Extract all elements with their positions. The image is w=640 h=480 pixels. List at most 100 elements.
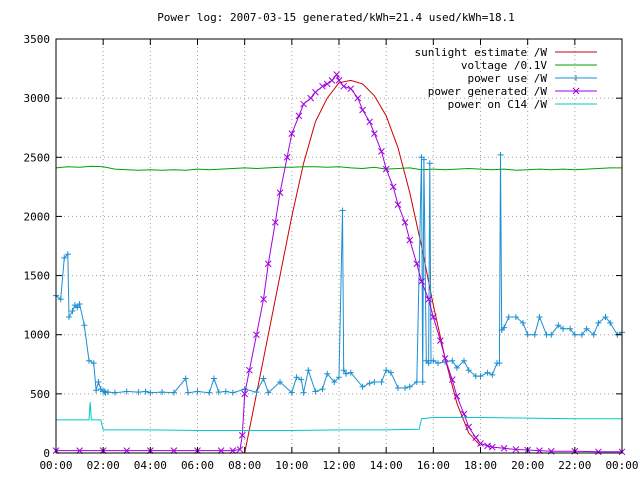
data-point — [74, 304, 81, 311]
series-1 — [55, 165, 622, 171]
data-point — [426, 160, 433, 167]
y-tick-label: 2000 — [24, 210, 51, 223]
x-tick-label: 00:00 — [605, 459, 638, 472]
data-point — [382, 165, 390, 173]
x-tick-label: 10:00 — [275, 459, 308, 472]
data-point — [57, 296, 64, 303]
data-point — [497, 151, 504, 158]
x-tick-label: 06:00 — [181, 459, 214, 472]
data-point — [560, 325, 567, 332]
data-point — [76, 300, 83, 307]
data-point — [602, 313, 609, 320]
data-point — [496, 360, 503, 367]
data-point — [339, 207, 346, 214]
data-point — [101, 388, 108, 395]
data-point — [366, 118, 374, 126]
data-point — [437, 337, 444, 344]
y-tick-label: 1500 — [24, 270, 51, 283]
data-point — [324, 370, 331, 377]
data-point — [460, 410, 468, 418]
y-tick-label: 2500 — [24, 151, 51, 164]
legend-label: voltage /0.1V — [461, 59, 547, 72]
data-point — [519, 319, 526, 326]
data-point — [300, 389, 307, 396]
data-point — [293, 374, 300, 381]
series-line — [56, 402, 622, 431]
data-point — [260, 375, 267, 382]
data-point — [387, 369, 394, 376]
data-point — [123, 388, 130, 395]
data-point — [265, 389, 272, 396]
data-point — [222, 388, 229, 395]
data-point — [571, 331, 578, 338]
data-point — [323, 80, 331, 88]
data-point — [300, 100, 307, 108]
data-point — [331, 379, 338, 386]
y-tick-label: 500 — [30, 388, 50, 401]
data-point — [229, 389, 236, 396]
x-tick-label: 00:00 — [39, 459, 72, 472]
series-line — [244, 79, 481, 454]
data-point — [359, 383, 366, 390]
data-point — [583, 325, 590, 332]
data-point — [590, 331, 597, 338]
data-point — [288, 130, 296, 137]
x-tick-label: 04:00 — [134, 459, 167, 472]
data-point — [206, 389, 213, 396]
data-point — [425, 295, 432, 303]
data-point — [512, 313, 519, 320]
data-point — [307, 94, 315, 102]
data-point — [295, 112, 303, 120]
data-point — [505, 313, 512, 320]
data-point — [142, 388, 149, 395]
data-point — [453, 364, 460, 371]
data-point — [430, 357, 437, 364]
data-point — [406, 383, 413, 390]
data-point — [336, 374, 342, 381]
data-point — [347, 369, 354, 376]
data-point — [548, 331, 555, 338]
series-2 — [53, 151, 625, 396]
data-point — [500, 444, 508, 452]
data-point — [555, 322, 562, 329]
data-point — [347, 85, 355, 93]
data-point — [298, 376, 305, 383]
y-tick-label: 1000 — [24, 329, 51, 342]
data-point — [501, 324, 508, 331]
data-point — [477, 440, 484, 447]
data-point — [61, 254, 68, 261]
x-tick-label: 12:00 — [322, 459, 355, 472]
data-point — [389, 183, 397, 191]
y-tick-label: 0 — [43, 447, 50, 460]
data-point — [305, 367, 312, 374]
data-point — [69, 308, 76, 315]
series-4 — [56, 402, 622, 431]
data-point — [383, 367, 390, 374]
data-point — [371, 130, 378, 137]
x-tick-label: 08:00 — [228, 459, 261, 472]
series-3 — [52, 71, 626, 456]
x-tick-label: 14:00 — [370, 459, 403, 472]
y-tick-label: 3500 — [24, 33, 51, 46]
chart-title: Power log: 2007-03-15 generated/kWh=21.4… — [157, 11, 515, 24]
data-point — [401, 218, 409, 226]
data-point — [595, 448, 602, 456]
data-point — [394, 201, 402, 208]
data-point — [185, 389, 192, 396]
legend-label: sunlight estimate /W — [415, 46, 548, 59]
data-point — [104, 389, 111, 396]
data-point — [413, 379, 420, 386]
data-point — [378, 148, 385, 155]
x-tick-label: 18:00 — [464, 459, 497, 472]
data-point — [182, 375, 189, 382]
data-point — [319, 386, 326, 393]
data-point — [241, 390, 249, 398]
data-point — [159, 389, 166, 396]
data-point — [595, 319, 602, 326]
data-point — [211, 375, 218, 382]
data-point — [419, 379, 426, 386]
data-point — [572, 87, 580, 95]
data-point — [573, 75, 579, 81]
